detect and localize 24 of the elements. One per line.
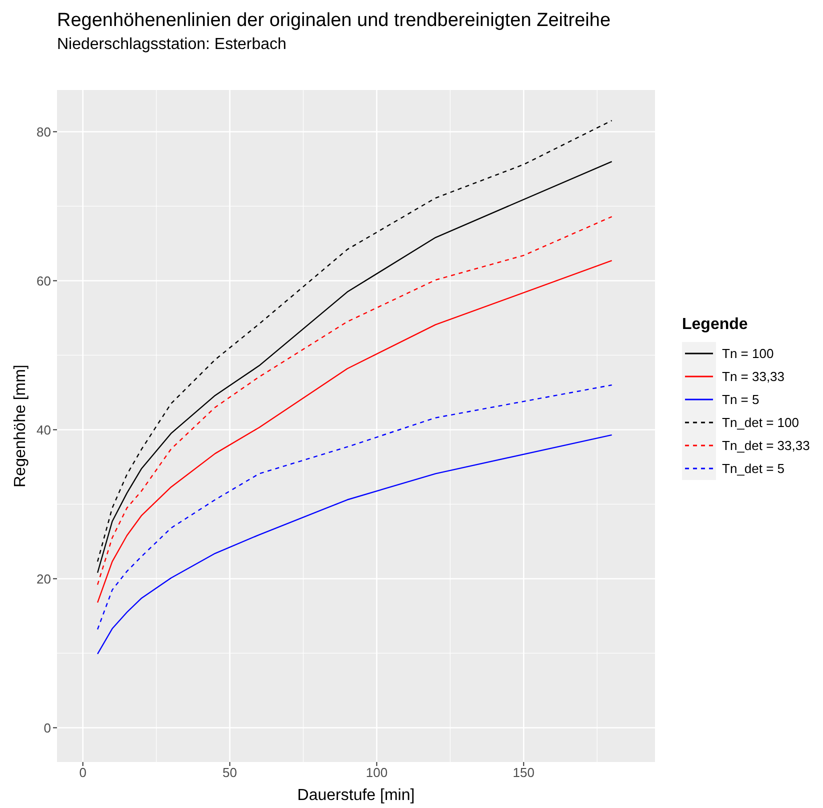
legend-label: Tn_det = 100 xyxy=(722,415,799,430)
legend-label: Tn = 5 xyxy=(722,392,760,407)
legend-title: Legende xyxy=(682,316,749,334)
legend-label: Tn = 100 xyxy=(722,346,774,361)
line-series xyxy=(96,384,612,630)
x-tick-label: 0 xyxy=(79,765,86,780)
line-series xyxy=(96,434,612,655)
line-series xyxy=(96,216,612,586)
y-tick-label: 0 xyxy=(44,720,51,736)
x-tick-label: 150 xyxy=(512,765,534,780)
x-tick-label: 50 xyxy=(222,765,238,780)
line-series xyxy=(96,260,612,604)
y-axis-title: Regenhöhe [mm] xyxy=(11,364,30,488)
legend-label: Tn = 33,33 xyxy=(722,369,785,384)
x-axis-title: Dauerstufe [min] xyxy=(297,786,415,806)
y-tick-label: 20 xyxy=(36,571,51,586)
legend-label: Tn_det = 33,33 xyxy=(722,438,810,453)
y-tick-label: 80 xyxy=(36,124,51,140)
legend-label: Tn_det = 5 xyxy=(722,461,785,476)
y-tick-label: 60 xyxy=(36,273,51,288)
chart-subtitle: Niederschlagsstation: Esterbach xyxy=(57,36,286,54)
chart-title: Regenhöhenenlinien der originalen und trendbereinigten Zeitreihe xyxy=(57,10,611,32)
y-tick-label: 40 xyxy=(36,422,51,438)
x-tick-label: 100 xyxy=(366,765,388,780)
